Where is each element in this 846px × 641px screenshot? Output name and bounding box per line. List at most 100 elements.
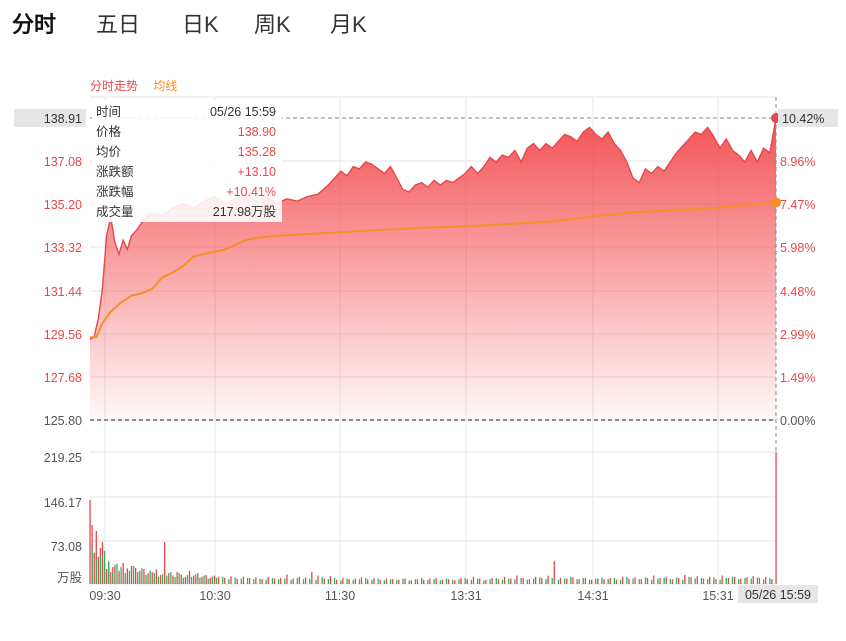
volume-bar-up xyxy=(159,574,162,584)
volume-bar-down xyxy=(120,567,122,584)
volume-bar-up xyxy=(151,571,153,584)
volume-bar-up xyxy=(317,575,319,584)
volume-bar-up xyxy=(286,574,288,584)
volume-bar-down xyxy=(340,580,342,584)
time-axis-tick: 11:30 xyxy=(325,589,355,603)
volume-bar-up xyxy=(139,570,141,584)
volume-bar-up xyxy=(143,568,145,584)
volume-bar-down xyxy=(315,579,317,584)
volume-bar-down xyxy=(669,579,672,584)
volume-bar-up xyxy=(273,578,276,584)
tooltip-row: 涨跌幅 +10.41% xyxy=(96,182,276,202)
volume-bar-up xyxy=(765,576,767,584)
volume-bar-up xyxy=(95,531,97,584)
volume-bar-down xyxy=(613,577,616,584)
volume-bar-down xyxy=(271,577,274,584)
volume-bar-down xyxy=(207,578,209,584)
volume-bar-down xyxy=(333,577,336,584)
volume-bar-up xyxy=(180,574,182,584)
volume-bar-down xyxy=(445,578,448,584)
volume-bar-down xyxy=(228,579,230,584)
volume-bar-down xyxy=(153,573,155,584)
volume-bar-up xyxy=(311,571,313,584)
volume-bar-up xyxy=(721,575,723,584)
volume-bar-down xyxy=(170,571,172,584)
crosshair-price-box xyxy=(14,109,86,127)
volume-bar-up xyxy=(280,577,282,584)
volume-bar-down xyxy=(327,579,330,584)
volume-bar-up xyxy=(176,571,178,584)
volume-bar-down xyxy=(520,577,522,584)
volume-bar-down xyxy=(476,578,479,584)
volume-bar-down xyxy=(402,578,404,584)
volume-bar-down xyxy=(141,568,143,584)
volume-bar-down xyxy=(383,580,385,584)
volume-bar-down xyxy=(91,547,93,584)
volume-bar-up xyxy=(441,579,444,584)
volume-bar-up xyxy=(404,578,406,584)
crosshair-time-label: 05/26 15:59 xyxy=(745,588,811,602)
volume-bar-up xyxy=(597,578,599,584)
volume-bar-down xyxy=(651,579,653,584)
volume-bar-down xyxy=(638,579,640,584)
volume-bar-up xyxy=(622,576,624,584)
tooltip-row: 涨跌额 +13.10 xyxy=(96,162,276,182)
volume-bar-up xyxy=(727,577,730,584)
volume-bar-down xyxy=(246,577,249,584)
volume-bar-up xyxy=(323,578,325,584)
volume-bar-up xyxy=(201,576,203,584)
volume-bar-up xyxy=(147,573,149,584)
volume-bar-down xyxy=(433,579,435,584)
volume-bar-down xyxy=(582,577,584,584)
volume-bar-up xyxy=(590,579,593,584)
tooltip-row: 均价 135.28 xyxy=(96,142,276,162)
volume-bar-down xyxy=(762,579,765,584)
volume-bar-up xyxy=(460,577,462,584)
volume-bar-down xyxy=(284,578,286,584)
volume-bar-up xyxy=(336,579,338,584)
volume-bar-down xyxy=(302,579,305,584)
volume-bar-down xyxy=(532,578,535,584)
volume-bar-down xyxy=(514,579,516,584)
volume-bar-down xyxy=(470,579,473,584)
tab-intraday[interactable]: 分时 xyxy=(12,8,57,42)
volume-bar-up xyxy=(410,580,412,584)
volume-bar-down xyxy=(132,565,135,584)
volume-bar-up xyxy=(342,577,344,584)
volume-bar-up xyxy=(628,578,630,584)
volume-bar-up xyxy=(466,579,468,584)
volume-bar-down xyxy=(296,577,298,584)
volume-bar-down xyxy=(95,559,97,584)
volume-bar-up xyxy=(553,561,555,584)
volume-bar-down xyxy=(371,579,373,584)
volume-bar-up xyxy=(615,579,618,584)
volume-bar-up xyxy=(164,541,166,584)
volume-bar-down xyxy=(607,579,609,584)
volume-bar-up xyxy=(360,577,363,584)
volume-bar-up xyxy=(205,574,207,584)
tab-weekly-k[interactable]: 周K xyxy=(254,8,291,42)
volume-bar-up xyxy=(224,577,226,584)
tab-monthly-k[interactable]: 月K xyxy=(330,8,367,42)
volume-bar-up xyxy=(479,578,481,584)
volume-bar-up xyxy=(255,577,257,584)
tooltip-key: 价格 xyxy=(96,125,122,139)
volume-bar-up xyxy=(155,569,158,584)
tab-daily-k[interactable]: 日K xyxy=(182,8,219,42)
volume-bar-down xyxy=(116,563,118,584)
volume-bar-up xyxy=(516,575,518,584)
volume-bar-down xyxy=(700,577,703,584)
volume-bar-up xyxy=(578,579,580,584)
tooltip-value: +10.41% xyxy=(226,185,276,199)
tab-five-day[interactable]: 五日 xyxy=(96,8,140,42)
volume-bar-down xyxy=(570,576,572,584)
volume-bar-up xyxy=(416,579,419,584)
volume-bar-down xyxy=(240,578,242,584)
volume-bar-up xyxy=(193,575,195,584)
volume-bar-down xyxy=(427,579,429,584)
volume-bar-down xyxy=(564,578,566,584)
crosshair-pct-box xyxy=(778,109,838,127)
volume-bar-up xyxy=(547,575,549,584)
volume-bar-down xyxy=(483,580,485,584)
